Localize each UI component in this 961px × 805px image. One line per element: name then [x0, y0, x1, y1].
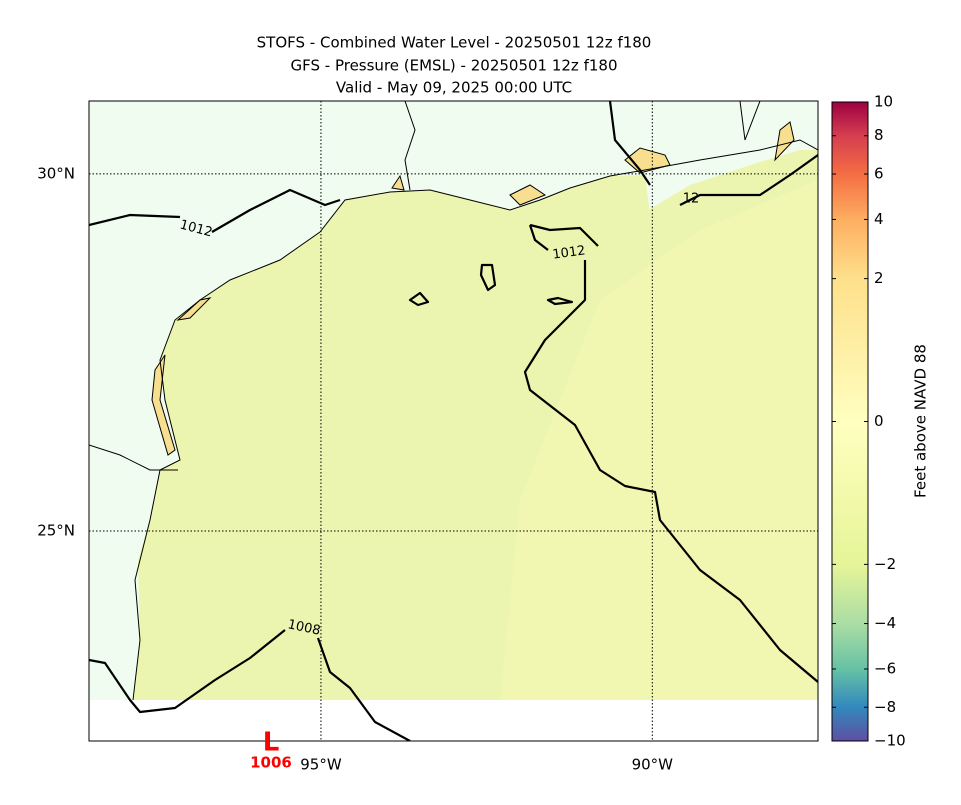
water-shade — [500, 180, 818, 711]
contour-label: 1008 — [286, 617, 321, 639]
isobar — [89, 629, 411, 741]
colorbar-tick-label: 8 — [874, 126, 884, 144]
colorbar-tick-label: −2 — [874, 555, 896, 573]
isobar — [679, 154, 818, 206]
colorbar-tick-label: −8 — [874, 698, 896, 716]
isobar — [89, 188, 341, 233]
map-frame — [88, 100, 819, 742]
colorbar-scale — [831, 101, 869, 742]
coastal-high-water — [151, 121, 795, 456]
colorbar-tick-label: −10 — [874, 732, 906, 750]
lon-label: 95°W — [300, 756, 342, 774]
lat-label: 25°N — [37, 522, 75, 540]
colorbar-tick-label: 2 — [874, 269, 884, 287]
lon-label: 90°W — [632, 756, 674, 774]
title-line: STOFS - Combined Water Level - 20250501 … — [257, 34, 652, 52]
contour-label: 1012 — [552, 243, 587, 262]
colorbar-label: Feet above NAVD 88 — [912, 344, 930, 498]
graticule: 95°W 90°W 25°N 30°N — [37, 101, 818, 774]
coastline — [132, 139, 818, 701]
title: STOFS - Combined Water Level - 20250501 … — [257, 34, 652, 97]
colorbar-tick-label: −6 — [874, 659, 896, 677]
colorbar-tick-label: 6 — [874, 165, 884, 183]
map — [89, 101, 818, 741]
isobar — [523, 101, 818, 683]
no-data — [89, 700, 818, 741]
contour-label: 12 — [683, 192, 700, 207]
colorbar: Feet above NAVD 88 10 8 6 4 2 0 −2 −4 −6 −8 −10 — [831, 93, 930, 750]
isobar — [408, 263, 574, 307]
isobar — [528, 223, 599, 251]
lat-label: 30°N — [37, 164, 75, 182]
title-line: Valid - May 09, 2025 00:00 UTC — [336, 79, 572, 97]
title-line: GFS - Pressure (EMSL) - 20250501 12z f18… — [291, 57, 618, 75]
colorbar-tick-label: 4 — [874, 210, 884, 228]
colorbar-tick-label: 0 — [874, 412, 884, 430]
state-border — [89, 101, 761, 471]
low-label: 1006 — [250, 754, 292, 772]
colorbar-tick-label: −4 — [874, 614, 896, 632]
low-symbol: L — [263, 728, 280, 758]
colorbar-tick-label: 10 — [874, 93, 893, 111]
